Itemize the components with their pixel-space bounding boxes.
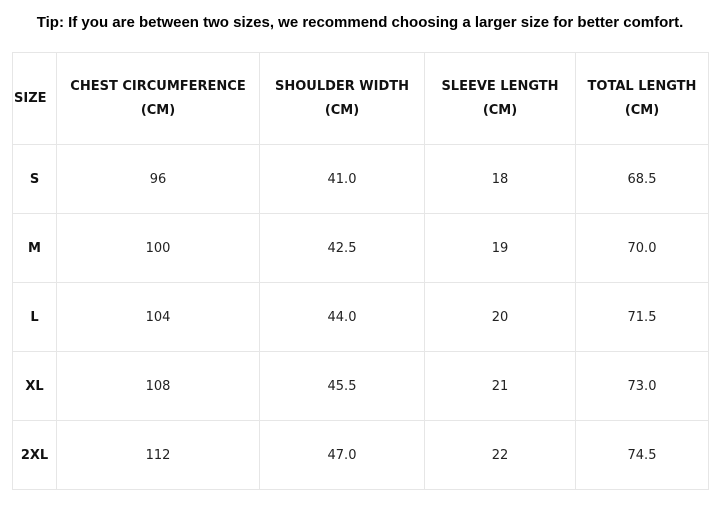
header-shoulder-unit: (CM) — [324, 102, 360, 118]
header-total-label: TOTAL LENGTH — [587, 78, 697, 94]
table-row: S 96 41.0 18 68.5 — [12, 144, 709, 214]
size-cell: S — [12, 144, 57, 214]
shoulder-cell: 45.5 — [259, 351, 425, 421]
table-header-row: SIZE CHEST CIRCUMFERENCE (CM) SHOULDER W… — [12, 52, 709, 145]
sleeve-cell: 22 — [424, 420, 576, 490]
total-length-cell: 71.5 — [575, 282, 709, 352]
sleeve-cell: 20 — [424, 282, 576, 352]
table-row: M 100 42.5 19 70.0 — [12, 213, 709, 283]
shoulder-cell: 41.0 — [259, 144, 425, 214]
header-shoulder-label: SHOULDER WIDTH — [274, 78, 410, 94]
chest-cell: 108 — [56, 351, 260, 421]
shoulder-cell: 42.5 — [259, 213, 425, 283]
sleeve-cell: 18 — [424, 144, 576, 214]
chest-cell: 96 — [56, 144, 260, 214]
header-sleeve-unit: (CM) — [482, 102, 518, 118]
table-row: XL 108 45.5 21 73.0 — [12, 351, 709, 421]
size-cell: 2XL — [12, 420, 57, 490]
header-sleeve-label: SLEEVE LENGTH — [441, 78, 559, 94]
header-shoulder-width: SHOULDER WIDTH (CM) — [259, 52, 425, 145]
chest-cell: 104 — [56, 282, 260, 352]
size-cell: L — [12, 282, 57, 352]
total-length-cell: 73.0 — [575, 351, 709, 421]
size-cell: M — [12, 213, 57, 283]
shoulder-cell: 47.0 — [259, 420, 425, 490]
header-chest-unit: (CM) — [140, 102, 176, 118]
header-size: SIZE — [12, 52, 57, 145]
header-chest-circumference: CHEST CIRCUMFERENCE (CM) — [56, 52, 260, 145]
size-chart-table: SIZE CHEST CIRCUMFERENCE (CM) SHOULDER W… — [12, 52, 709, 490]
shoulder-cell: 44.0 — [259, 282, 425, 352]
table-row: L 104 44.0 20 71.5 — [12, 282, 709, 352]
header-total-unit: (CM) — [624, 102, 660, 118]
header-chest-label: CHEST CIRCUMFERENCE — [70, 78, 246, 94]
size-tip: Tip: If you are between two sizes, we re… — [36, 14, 684, 31]
total-length-cell: 70.0 — [575, 213, 709, 283]
total-length-cell: 74.5 — [575, 420, 709, 490]
chest-cell: 112 — [56, 420, 260, 490]
sleeve-cell: 19 — [424, 213, 576, 283]
chest-cell: 100 — [56, 213, 260, 283]
header-total-length: TOTAL LENGTH (CM) — [575, 52, 709, 145]
table-row: 2XL 112 47.0 22 74.5 — [12, 420, 709, 490]
header-size-label: SIZE — [14, 90, 47, 106]
sleeve-cell: 21 — [424, 351, 576, 421]
header-sleeve-length: SLEEVE LENGTH (CM) — [424, 52, 576, 145]
size-cell: XL — [12, 351, 57, 421]
total-length-cell: 68.5 — [575, 144, 709, 214]
